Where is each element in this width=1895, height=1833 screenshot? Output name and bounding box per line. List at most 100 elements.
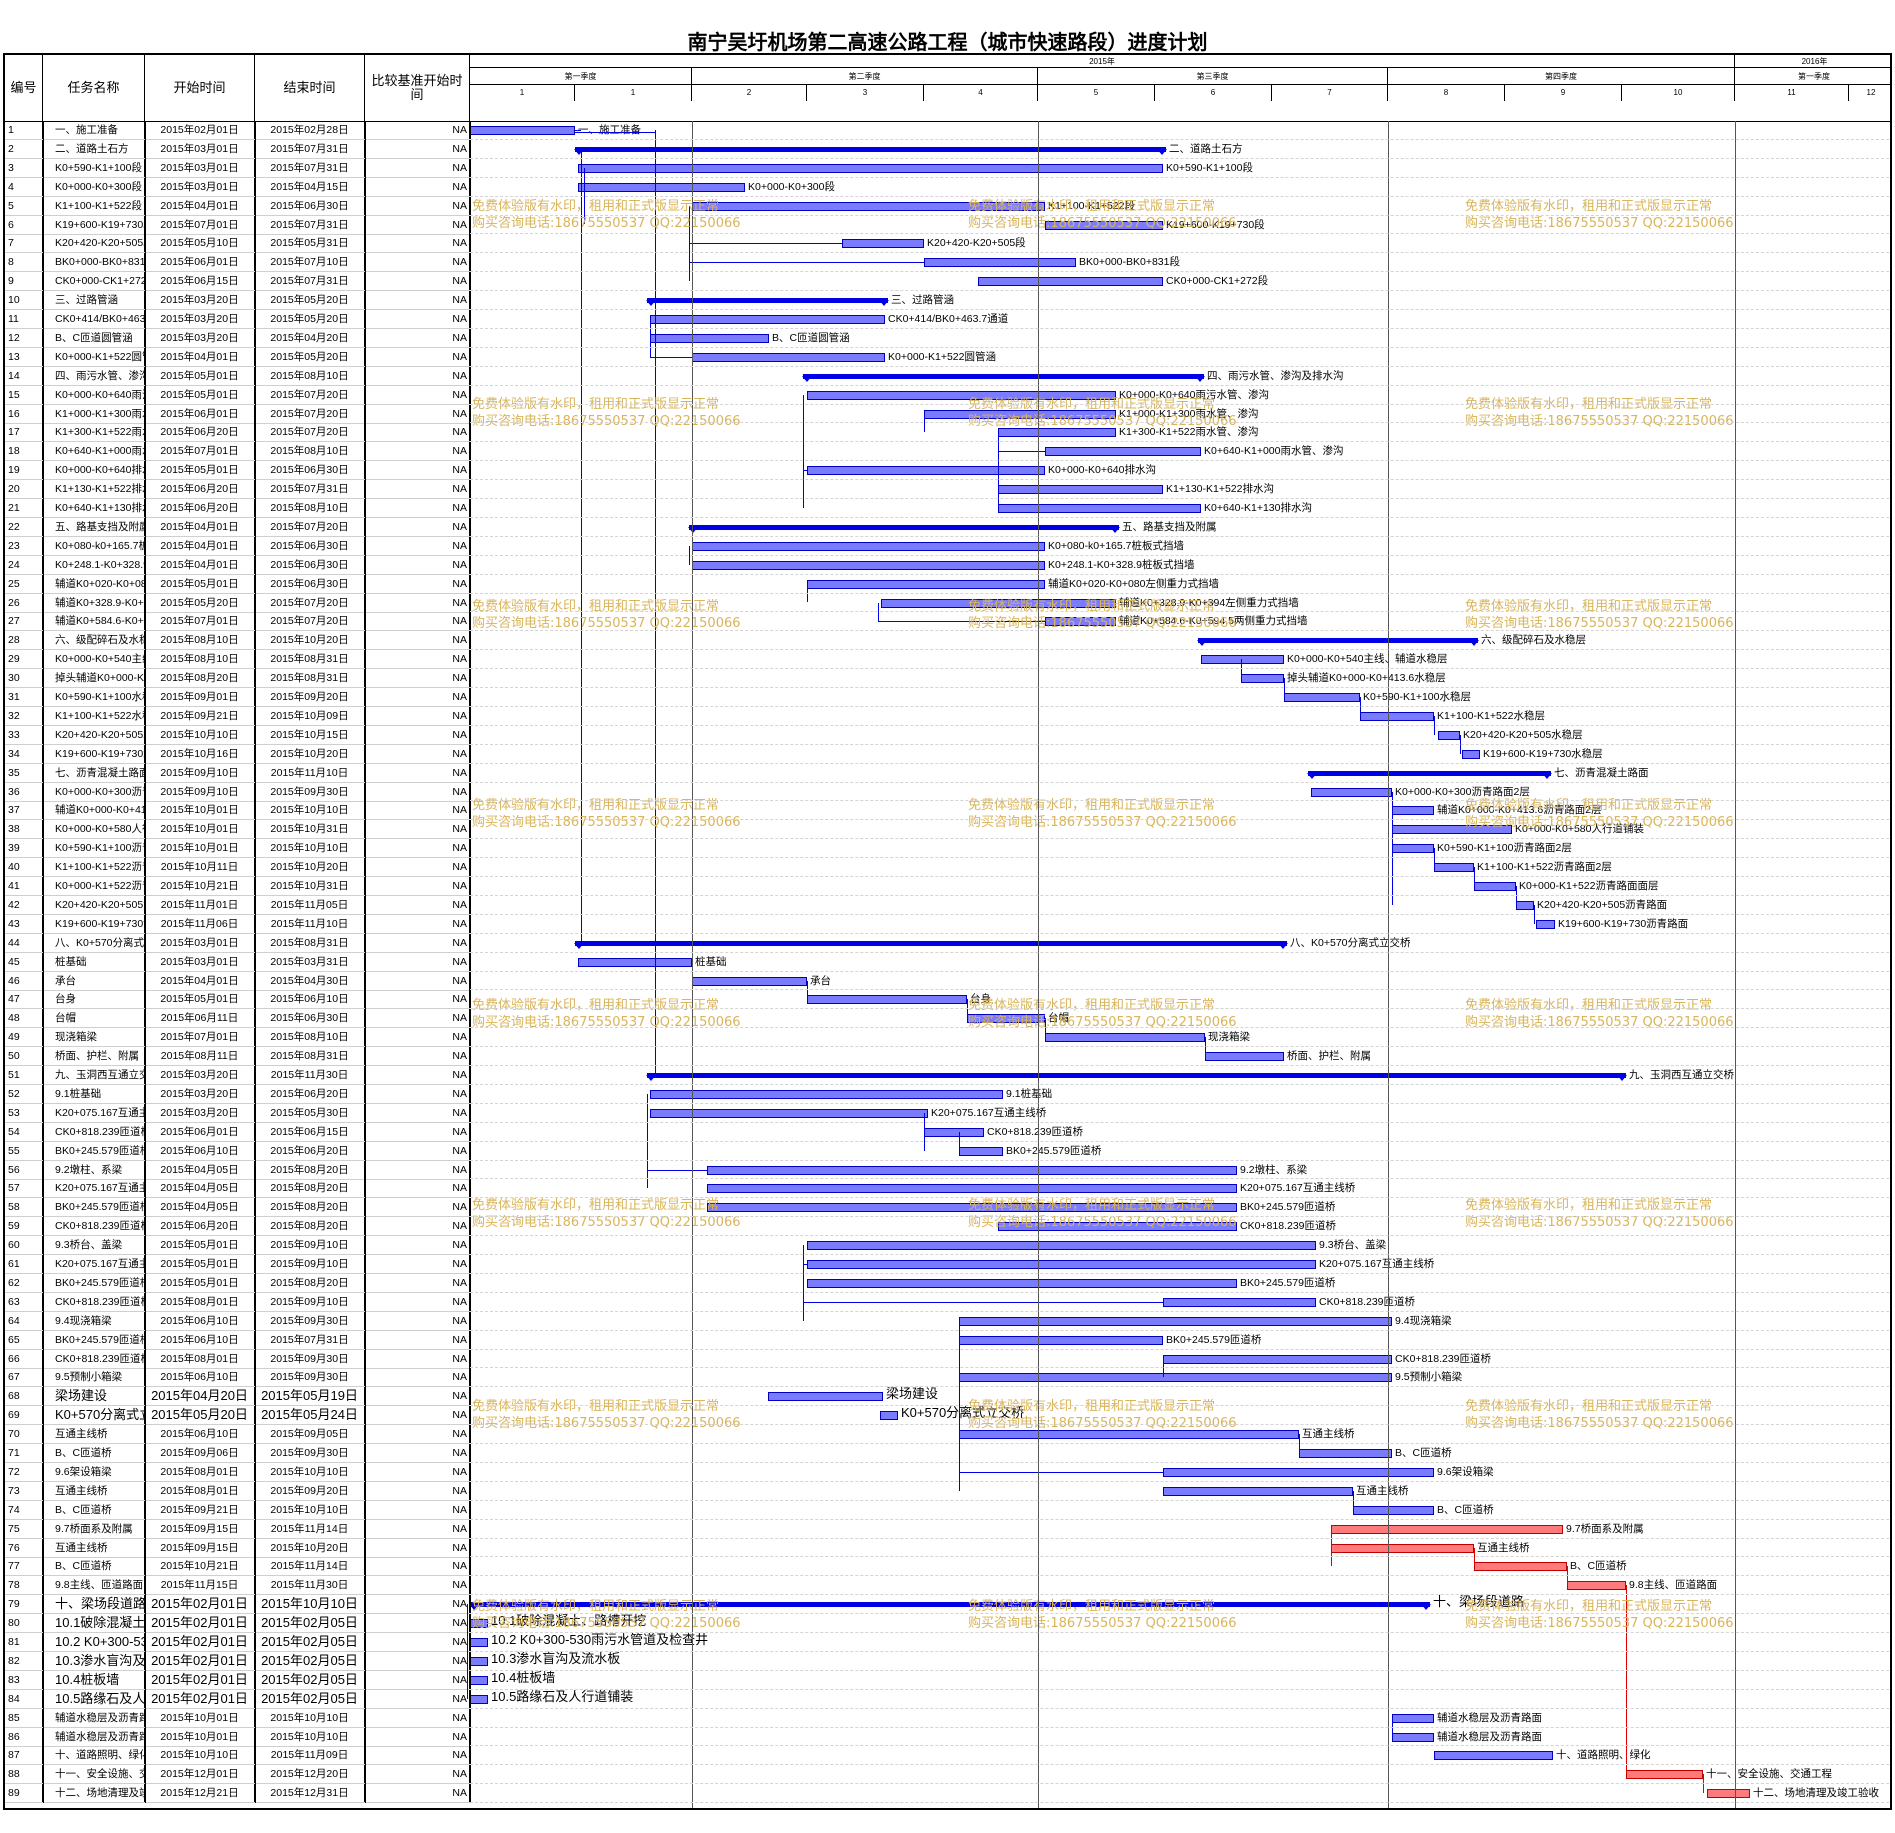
table-row[interactable]: 68 梁场建设 2015年04月20日 2015年05月19日 NA — [5, 1387, 470, 1407]
table-row[interactable]: 56 9.2墩柱、系梁 2015年04月05日 2015年08月20日 NA — [5, 1160, 470, 1180]
summary-bar[interactable] — [1308, 770, 1551, 776]
table-row[interactable]: 11CK0+414/BK0+463.7通道2015年03月20日2015年05月… — [5, 310, 470, 329]
table-row[interactable]: 30掉头辅道K0+000-K0+413.6水稳层2015年08月20日2015年… — [5, 669, 470, 689]
summary-bar[interactable] — [575, 940, 1287, 946]
task-bar[interactable] — [959, 1146, 1003, 1156]
table-row[interactable]: 25辅道K0+020-K0+080左侧重力式挡墙2015年05月01日2015年… — [5, 574, 470, 594]
table-row[interactable]: 76 互通主线桥 2015年09月15日 2015年10月20日 NA — [5, 1538, 470, 1558]
task-bar[interactable] — [978, 277, 1163, 287]
task-bar[interactable] — [1438, 730, 1460, 740]
task-bar[interactable] — [998, 1222, 1237, 1232]
table-row[interactable]: 57K20+075.167互通主线桥2015年04月05日2015年08月20日… — [5, 1179, 470, 1199]
task-bar[interactable] — [470, 1656, 488, 1666]
table-row[interactable]: 36K0+000-K0+300沥青路面2层2015年09月10日2015年09月… — [5, 782, 470, 802]
table-row[interactable]: 35 七、沥青混凝土路面 2015年09月10日 2015年11月10日 NA — [5, 763, 470, 783]
task-bar[interactable] — [707, 1184, 1237, 1194]
task-bar[interactable] — [807, 579, 1045, 589]
task-bar[interactable] — [707, 1165, 1237, 1175]
task-bar[interactable] — [807, 1260, 1316, 1269]
table-row[interactable]: 71 B、C匝道桥 2015年09月06日 2015年09月30日 NA — [5, 1444, 470, 1463]
task-bar[interactable] — [1392, 806, 1434, 816]
task-bar[interactable] — [967, 1014, 1045, 1024]
table-row[interactable]: 64 9.4现浇箱梁 2015年06月10日 2015年09月30日 NA — [5, 1311, 470, 1331]
table-row[interactable]: 58 BK0+245.579匝道桥 2015年04月05日 2015年08月20日 NA — [5, 1198, 470, 1218]
summary-bar[interactable] — [647, 298, 888, 304]
table-row[interactable]: 26辅道K0+328.9-K0+394左侧重力式挡墙2015年05月20日201… — [5, 593, 470, 613]
task-bar[interactable] — [470, 1638, 488, 1647]
task-bar[interactable] — [650, 315, 885, 324]
task-bar[interactable] — [650, 333, 769, 343]
summary-bar[interactable] — [803, 373, 1204, 379]
table-row[interactable]: 33K20+420-K20+505水稳层2015年10月10日2015年10月1… — [5, 725, 470, 745]
table-row[interactable]: 40K1+100-K1+522沥青路面2层2015年10月11日2015年10月… — [5, 858, 470, 878]
table-row[interactable]: 48 台帽 2015年06月11日 2015年06月30日 NA — [5, 1009, 470, 1029]
task-bar[interactable] — [1360, 711, 1434, 721]
table-row[interactable]: 79 十、梁场段道路 2015年02月01日 2015年10月10日 NA — [5, 1595, 470, 1615]
table-row[interactable]: 1 一、施工准备 2015年02月01日 2015年02月28日 NA — [5, 121, 470, 140]
table-row[interactable]: 44八、K0+570分离式立交桥2015年03月01日2015年08月31日NA — [5, 933, 470, 953]
task-bar[interactable] — [692, 352, 885, 362]
summary-bar[interactable] — [470, 1602, 1430, 1608]
table-row[interactable]: 61K20+075.167互通主线桥2015年05月01日2015年09月10日… — [5, 1255, 470, 1274]
table-row[interactable]: 6 K19+600-K19+730段 2015年07月01日 2015年07月31日 N… — [5, 215, 470, 235]
task-bar[interactable] — [578, 957, 692, 967]
table-row[interactable]: 78 9.8主线、匝道路面 2015年11月15日 2015年11月30日 NA — [5, 1576, 470, 1596]
task-bar[interactable] — [692, 560, 1045, 570]
critical-task-bar[interactable] — [1707, 1789, 1750, 1799]
table-row[interactable]: 9CK0+000-CK1+272段2015年06月15日2015年07月31日N… — [5, 272, 470, 292]
header-id[interactable]: 编号 — [5, 55, 43, 121]
task-bar[interactable] — [924, 258, 1076, 268]
task-bar[interactable] — [650, 1089, 1003, 1099]
task-bar[interactable] — [959, 1373, 1392, 1383]
table-row[interactable]: 46 承台 2015年04月01日 2015年04月30日 NA — [5, 971, 470, 991]
table-row[interactable]: 27辅道K0+584.6-K0+594.5两侧重力式挡墙2015年07月01日2… — [5, 612, 470, 632]
task-bar[interactable] — [1201, 655, 1284, 665]
table-row[interactable]: 52 9.1桩基础 2015年03月20日 2015年06月20日 NA — [5, 1084, 470, 1104]
table-row[interactable]: 49 现浇箱梁 2015年07月01日 2015年08月10日 NA — [5, 1028, 470, 1048]
task-bar[interactable] — [959, 1316, 1392, 1326]
table-row[interactable]: 77 B、C匝道桥 2015年10月21日 2015年11月14日 NA — [5, 1557, 470, 1577]
table-row[interactable]: 23K0+080-k0+165.7桩板式挡墙2015年04月01日2015年06… — [5, 536, 470, 556]
table-row[interactable]: 50 桥面、护栏、附属 2015年08月11日 2015年08月31日 NA — [5, 1047, 470, 1067]
task-bar[interactable] — [1311, 787, 1392, 797]
task-bar[interactable] — [470, 126, 575, 135]
table-row[interactable]: 67 9.5预制小箱梁 2015年06月10日 2015年09月30日 NA — [5, 1368, 470, 1388]
table-row[interactable]: 8BK0+000-BK0+831段2015年06月01日2015年07月10日N… — [5, 253, 470, 273]
task-bar[interactable] — [880, 1411, 898, 1421]
table-row[interactable]: 21K0+640-K1+130排水沟2015年06月20日2015年08月10日… — [5, 499, 470, 518]
task-bar[interactable] — [578, 163, 1163, 173]
table-row[interactable]: 74 B、C匝道桥 2015年09月21日 2015年10月10日 NA — [5, 1500, 470, 1520]
task-bar[interactable] — [807, 995, 967, 1005]
table-row[interactable]: 16K1+000-K1+300雨水管、渗沟2015年06月01日2015年07月… — [5, 404, 470, 424]
task-bar[interactable] — [1434, 1751, 1553, 1761]
task-bar[interactable] — [807, 1241, 1316, 1251]
table-row[interactable]: 62 BK0+245.579匝道桥 2015年05月01日 2015年08月20日 NA — [5, 1273, 470, 1293]
table-row[interactable]: 45 桩基础 2015年03月01日 2015年03月31日 NA — [5, 952, 470, 972]
table-row[interactable]: 4 K0+000-K0+300段 2015年03月01日 2015年04月15日 NA — [5, 177, 470, 197]
table-row[interactable]: 20K1+130-K1+522排水沟2015年06月20日2015年07月31日… — [5, 480, 470, 500]
table-row[interactable]: 70 互通主线桥 2015年06月10日 2015年09月05日 NA — [5, 1425, 470, 1445]
table-row[interactable]: 38K0+000-K0+580人行道铺装2015年10月01日2015年10月3… — [5, 820, 470, 840]
task-bar[interactable] — [692, 541, 1045, 551]
table-row[interactable]: 15K0+000-K0+640雨污水管、渗沟2015年05月01日2015年07… — [5, 385, 470, 405]
table-row[interactable]: 86辅道水稳层及沥青路面2015年10月01日2015年10月10日NA — [5, 1727, 470, 1747]
table-row[interactable]: 18K0+640-K1+000雨水管、渗沟2015年07月01日2015年08月… — [5, 442, 470, 462]
table-row[interactable]: 12 B、C匝道圆管涵 2015年03月20日 2015年04月20日 NA — [5, 328, 470, 348]
task-bar[interactable] — [1241, 674, 1284, 684]
task-bar[interactable] — [1353, 1505, 1434, 1515]
task-bar[interactable] — [1392, 1713, 1434, 1723]
table-row[interactable]: 34K19+600-K19+730水稳层2015年10月16日2015年10月2… — [5, 744, 470, 764]
task-bar[interactable] — [578, 182, 745, 192]
table-row[interactable]: 28六、级配碎石及水稳层2015年08月10日2015年10月20日NA — [5, 631, 470, 651]
table-row[interactable]: 55 BK0+245.579匝道桥 2015年06月10日 2015年06月20日 NA — [5, 1141, 470, 1161]
table-row[interactable]: 51九、玉洞西互通立交桥2015年03月20日2015年11月30日NA — [5, 1066, 470, 1085]
task-bar[interactable] — [1392, 844, 1434, 854]
task-bar[interactable] — [1462, 749, 1480, 759]
task-bar[interactable] — [1299, 1449, 1392, 1458]
table-row[interactable]: 65 BK0+245.579匝道桥 2015年06月10日 2015年07月31日 NA — [5, 1330, 470, 1350]
